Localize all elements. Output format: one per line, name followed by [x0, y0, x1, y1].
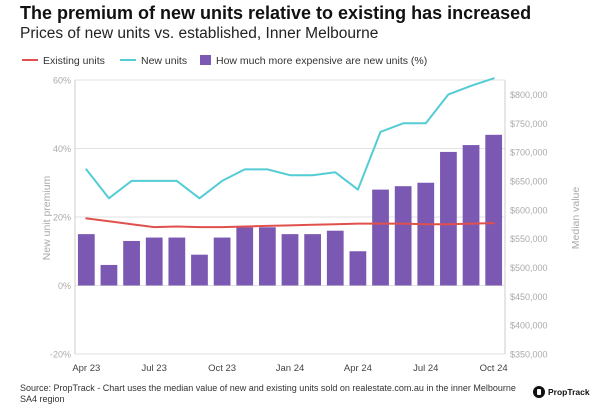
bar-premium	[440, 151, 457, 286]
right-tick-label: $700,000	[510, 148, 548, 158]
line-new-units	[85, 77, 495, 200]
right-tick-label: $550,000	[510, 234, 548, 244]
bar-premium	[191, 254, 208, 286]
right-tick-label: $400,000	[510, 321, 548, 331]
lines	[85, 77, 495, 229]
x-tick-label: Jul 23	[142, 363, 167, 374]
x-tick-label: Jan 24	[276, 363, 305, 374]
x-tick-label: Apr 24	[344, 363, 372, 374]
proptrack-logo-text: PropTrack	[548, 387, 590, 397]
bar-premium	[123, 240, 140, 286]
bar-premium	[326, 230, 344, 286]
bar-premium	[462, 145, 480, 286]
right-tick-label: $650,000	[510, 176, 548, 186]
legend-label-existing: Existing units	[43, 55, 105, 67]
bar-premium	[145, 237, 163, 286]
left-tick-label: 60%	[53, 76, 71, 86]
right-tick-label: $800,000	[510, 90, 548, 100]
left-tick-label: 20%	[53, 213, 71, 223]
right-tick-label: $450,000	[510, 292, 548, 302]
bar-premium	[349, 251, 367, 286]
legend-swatch-premium	[200, 55, 211, 65]
proptrack-logo: PropTrack	[533, 386, 590, 398]
right-axis-label: Median value	[570, 187, 582, 250]
chart-title: The premium of new units relative to exi…	[20, 3, 532, 23]
x-tick-label: Apr 23	[72, 363, 100, 374]
bar-premium	[304, 234, 322, 286]
bar-premium	[213, 237, 231, 286]
left-tick-label: -20%	[50, 350, 71, 360]
line-existing-units	[85, 217, 495, 229]
legend: Existing units New units How much more e…	[22, 55, 427, 67]
x-tick-label: Oct 24	[480, 363, 508, 374]
bar-premium	[77, 234, 95, 286]
chart-subtitle: Prices of new units vs. established, Inn…	[20, 25, 379, 42]
x-tick-label: Jul 24	[413, 363, 438, 374]
right-tick-label: $500,000	[510, 263, 548, 273]
bar-premium	[168, 237, 186, 286]
bar-premium	[372, 189, 389, 286]
bar-premium	[394, 186, 412, 286]
bars	[77, 134, 503, 286]
axes: -20% 0% 20% 40% 60% $350,000 $400,000 $450,000 $…	[50, 76, 548, 375]
right-tick-label: $750,000	[510, 119, 548, 129]
legend-label-new: New units	[141, 55, 187, 67]
left-tick-label: 0%	[58, 281, 71, 291]
bar-premium	[281, 234, 299, 286]
right-tick-label: $600,000	[510, 205, 548, 215]
legend-label-premium: How much more expensive are new units (%…	[216, 55, 427, 67]
left-axis-label: New unit premium	[41, 175, 53, 260]
source-note: Source: PropTrack - Chart uses the media…	[20, 383, 516, 404]
bar-premium	[100, 264, 118, 286]
left-tick-label: 40%	[53, 144, 71, 154]
x-tick-label: Oct 23	[208, 363, 236, 374]
bar-premium	[417, 182, 435, 286]
proptrack-logo-icon	[533, 386, 545, 398]
bar-premium	[258, 227, 276, 286]
right-tick-label: $350,000	[510, 350, 548, 360]
bar-premium	[485, 134, 503, 286]
bar-premium	[236, 227, 254, 286]
